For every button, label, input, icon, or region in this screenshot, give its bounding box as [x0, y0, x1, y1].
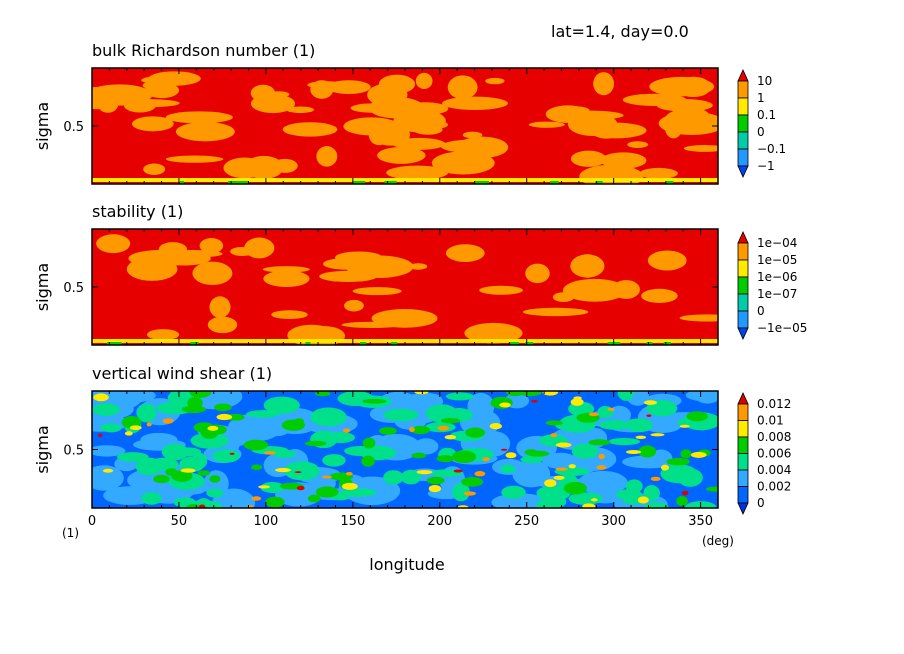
colorbar-label: 0.006 [757, 447, 791, 461]
colorbar-label: 0.01 [757, 414, 784, 428]
colorbar-label: 0.004 [757, 463, 791, 477]
panel-2-ytick-label: 0.5 [63, 281, 84, 296]
panel-3-field [92, 391, 718, 508]
colorbar-label: −1e−05 [757, 321, 807, 335]
panel-1-ylabel: sigma [33, 102, 52, 150]
colorbar-swatch [737, 436, 749, 454]
panel-3-xunit: (deg) [702, 534, 734, 548]
panel-1: bulk Richardson number (1) sigma 0.5 10 1 0.1… [33, 41, 786, 185]
colorbar-swatch [737, 453, 749, 471]
colorbar-label: 1e−06 [757, 270, 797, 284]
panel-3-xtick-label: 250 [514, 514, 539, 529]
panel-2-colorbar: 1e−04 1e−05 1e−06 1e−07 0 −1e−05 [737, 231, 807, 340]
panel-2-field [92, 229, 718, 345]
colorbar-swatch [737, 310, 749, 329]
colorbar-swatch [737, 80, 749, 99]
panel-3-xtick-label: 350 [688, 514, 713, 529]
colorbar-swatch [737, 486, 749, 504]
panel-2: stability (1)sigma 0.51e−041e−051e−061e−0… [33, 202, 807, 346]
panel-3-xlabel: longitude [369, 555, 444, 574]
panel-3-xtick-label: 100 [253, 514, 278, 529]
colorbar-swatch [737, 259, 749, 278]
header-label: lat=1.4, day=0.0 [551, 22, 689, 41]
unit-note: (1) [62, 526, 79, 540]
colorbar-arrow-top [737, 231, 749, 244]
panel-2-title: stability (1) [92, 202, 183, 221]
colorbar-swatch [737, 469, 749, 487]
panel-3-title: vertical wind shear (1) [92, 364, 272, 383]
panel-3-ytick-label: 0.5 [63, 444, 84, 459]
panel-3-colorbar: 0.012 0.01 0.008 0.006 0.004 0.002 0 [737, 392, 791, 515]
panels: bulk Richardson number (1) sigma 0.5 10 1 0.1… [33, 41, 807, 574]
colorbar-swatch [737, 276, 749, 295]
colorbar-label: 1e−07 [757, 287, 797, 301]
colorbar-swatch [737, 97, 749, 116]
colorbar-label: 0.002 [757, 480, 791, 494]
colorbar-arrow-top [737, 392, 749, 405]
colorbar-label: −0.1 [757, 142, 786, 156]
colorbar-label: 0.008 [757, 430, 791, 444]
colorbar-swatch [737, 403, 749, 421]
colorbar-swatch [737, 131, 749, 150]
panel-1-ytick-label: 0.5 [63, 120, 84, 135]
colorbar-label: 10 [757, 74, 772, 88]
panel-3-xtick-label: 150 [340, 514, 365, 529]
panel-1-title: bulk Richardson number (1) [92, 41, 315, 60]
colorbar-label: 0 [757, 304, 765, 318]
colorbar-swatch [737, 420, 749, 438]
colorbar-label: 0 [757, 496, 765, 510]
colorbar-arrow-bottom [737, 165, 749, 178]
panel-1-field [92, 68, 718, 184]
colorbar-swatch [737, 293, 749, 312]
colorbar-swatch [737, 242, 749, 261]
colorbar-label: 1 [757, 91, 765, 105]
colorbar-arrow-top [737, 69, 749, 82]
panel-1-colorbar: 10 1 0.1 0 −0.1 −1 [737, 69, 786, 178]
panel-3: vertical wind shear (1) sigma 0.5 0 50 100 150… [33, 364, 791, 574]
panel-3-ylabel: sigma [33, 425, 52, 473]
panel-3-xtick-label: 50 [171, 514, 188, 529]
colorbar-label: 1e−04 [757, 236, 797, 250]
colorbar-arrow-bottom [737, 502, 749, 515]
colorbar-label: 1e−05 [757, 253, 797, 267]
colorbar-swatch [737, 148, 749, 167]
colorbar-label: 0.012 [757, 397, 791, 411]
panel-3-xtick-label: 300 [601, 514, 626, 529]
colorbar-label: 0 [757, 125, 765, 139]
colorbar-label: 0.1 [757, 108, 776, 122]
panel-3-xtick-label: 0 [88, 514, 96, 529]
colorbar-swatch [737, 114, 749, 133]
panel-3-xtick-label: 200 [427, 514, 452, 529]
colorbar-arrow-bottom [737, 327, 749, 340]
colorbar-label: −1 [757, 159, 775, 173]
panel-2-ylabel: sigma [33, 263, 52, 311]
